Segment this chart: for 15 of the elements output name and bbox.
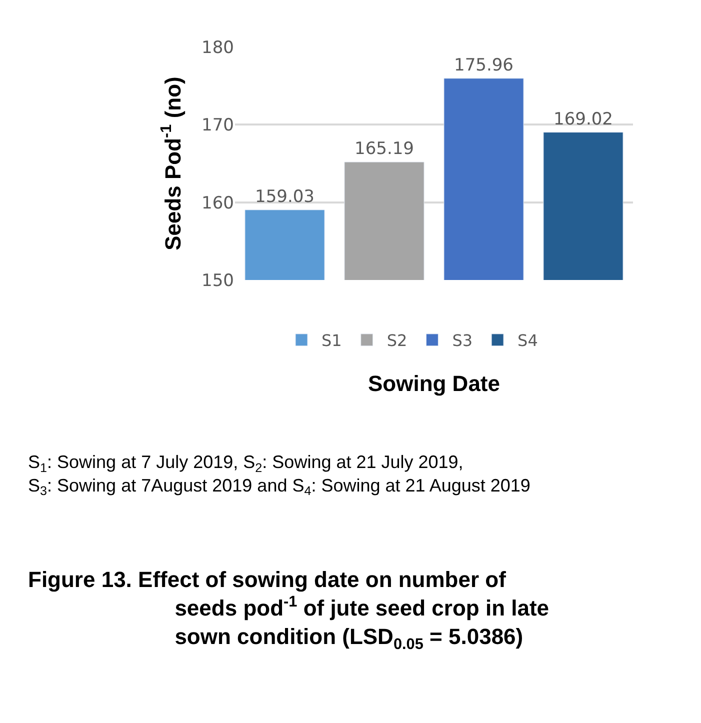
y-tick-label: 160 [202,193,234,214]
y-tick-label: 170 [202,116,234,136]
y-tick-label: 150 [202,270,234,291]
y-tick-label: 180 [202,38,234,58]
legend-label: S1 [322,331,342,350]
x-axis-title: Sowing Date [368,370,500,396]
data-label: 159.03 [255,186,314,207]
data-label: 175.96 [454,55,514,76]
legend-label: S2 [386,331,408,350]
data-label: 165.19 [354,139,414,160]
legend-label: S3 [452,331,473,350]
caption: Figure 13. Effect of sowing date on number of seeds pod$^{-1}$ of jute seed crop in late sown condition (LSD$_{0.05}$ = 5.0386) [28,567,550,653]
text: S$_{1}$: Sowing at 7 July 2019, S$_{2}$: Sowing at 21 July 2019, S$_{3}$: Sowing at 7August 2019 and S$_{4}$: Sowing at 21 August 2019 [28,452,530,498]
legend-label: S4 [518,331,538,350]
data-label: 169.02 [554,109,613,130]
